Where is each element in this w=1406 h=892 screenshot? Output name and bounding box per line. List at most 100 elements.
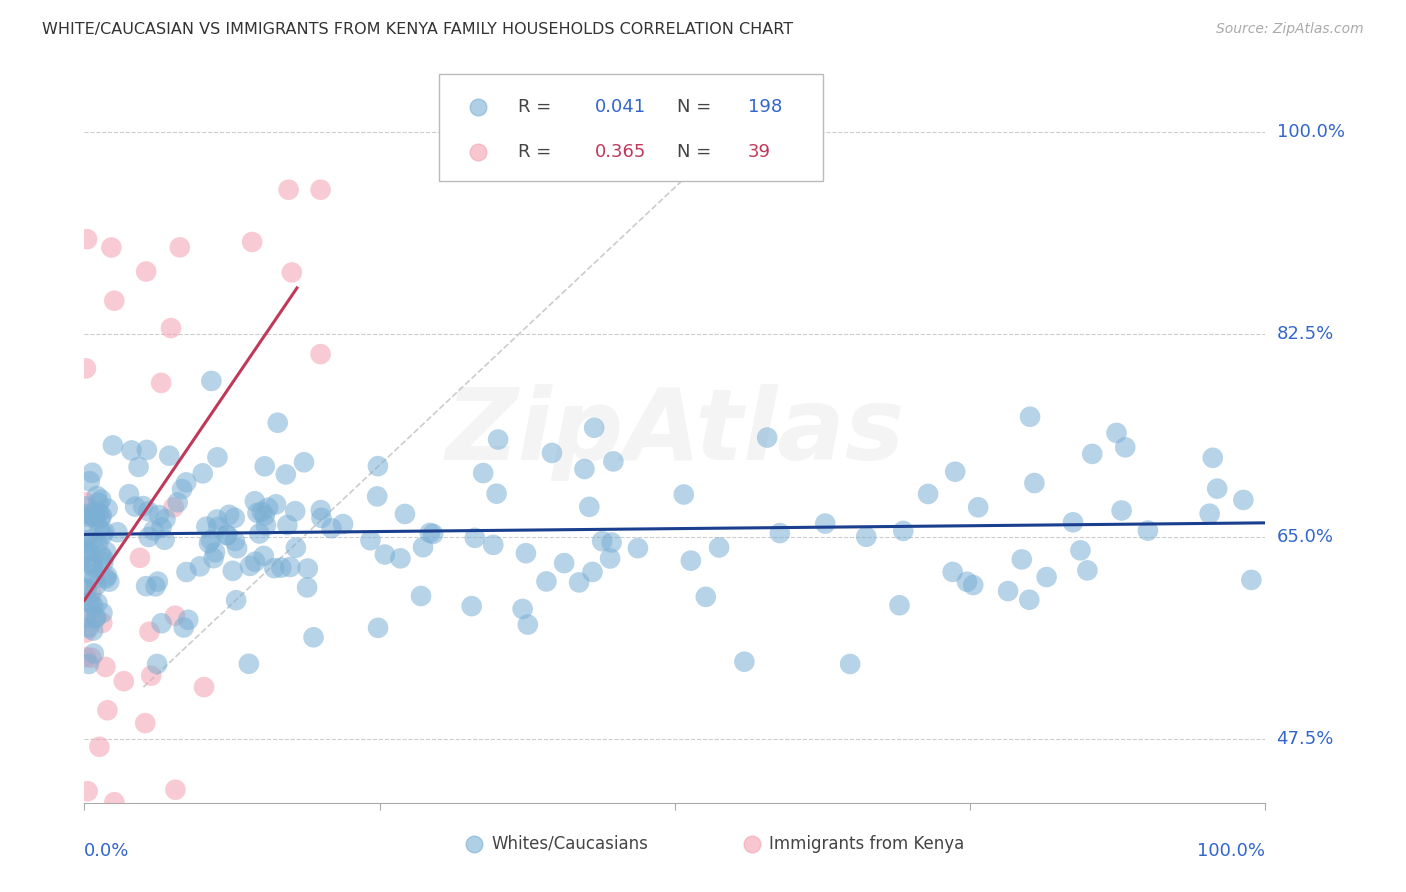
Point xyxy=(118,487,141,501)
Point xyxy=(389,551,412,566)
Point xyxy=(150,376,173,390)
Point xyxy=(75,625,97,640)
Point xyxy=(75,500,97,514)
Point xyxy=(135,264,157,278)
Point xyxy=(1076,563,1098,577)
Point xyxy=(155,512,177,526)
Point xyxy=(89,739,111,754)
Point xyxy=(239,558,262,573)
Point xyxy=(80,586,103,600)
Point xyxy=(246,506,269,520)
Point xyxy=(277,183,299,197)
Point xyxy=(581,565,603,579)
Point xyxy=(93,524,115,539)
Point xyxy=(94,660,117,674)
Point xyxy=(84,610,107,624)
Point xyxy=(153,533,176,547)
Point xyxy=(87,496,110,510)
Point xyxy=(166,495,188,509)
Text: 100.0%: 100.0% xyxy=(1277,123,1344,141)
Point xyxy=(278,560,301,574)
Point xyxy=(1111,503,1133,517)
Text: Source: ZipAtlas.com: Source: ZipAtlas.com xyxy=(1216,22,1364,37)
Point xyxy=(1018,592,1040,607)
Point xyxy=(419,525,441,540)
Point xyxy=(141,668,163,682)
Point xyxy=(202,551,225,566)
Point xyxy=(96,545,118,559)
Point xyxy=(222,564,245,578)
Point xyxy=(90,511,112,525)
Point xyxy=(1024,476,1046,491)
Point xyxy=(142,524,165,538)
Point xyxy=(163,608,186,623)
Point xyxy=(148,508,170,522)
Point xyxy=(1011,552,1033,566)
Point xyxy=(169,240,191,254)
Point xyxy=(541,446,564,460)
Point xyxy=(394,507,416,521)
Point xyxy=(75,515,97,529)
Point xyxy=(160,321,183,335)
Point xyxy=(1240,573,1263,587)
Point xyxy=(226,541,249,556)
Point xyxy=(855,530,877,544)
Point xyxy=(367,621,389,635)
Text: 100.0%: 100.0% xyxy=(1198,842,1265,860)
Point xyxy=(90,549,112,563)
Point xyxy=(578,500,600,514)
Point xyxy=(193,680,215,694)
Point xyxy=(274,467,297,482)
Point xyxy=(135,579,157,593)
Point xyxy=(101,438,124,452)
Point xyxy=(253,459,276,474)
Point xyxy=(83,647,105,661)
Point xyxy=(257,500,280,515)
Point xyxy=(627,541,650,556)
Point xyxy=(132,499,155,513)
Point xyxy=(94,571,117,585)
Text: N =: N = xyxy=(678,144,717,161)
Point xyxy=(75,611,97,625)
Point xyxy=(889,599,911,613)
Point xyxy=(145,579,167,593)
Text: R =: R = xyxy=(517,98,557,116)
Point xyxy=(243,555,266,569)
Point xyxy=(309,183,332,197)
Point xyxy=(583,421,606,435)
Point xyxy=(295,581,318,595)
Point xyxy=(75,607,97,621)
Point xyxy=(112,674,135,689)
Point xyxy=(1206,482,1229,496)
Point xyxy=(1136,524,1159,538)
Point xyxy=(76,582,98,596)
Point xyxy=(1069,543,1091,558)
Point xyxy=(91,615,114,630)
Point xyxy=(91,551,114,566)
Point xyxy=(512,602,534,616)
Point xyxy=(1035,570,1057,584)
Point xyxy=(82,557,104,571)
Point xyxy=(264,497,287,511)
Point xyxy=(240,235,263,249)
Point xyxy=(225,593,247,607)
Text: N =: N = xyxy=(678,98,717,116)
Point xyxy=(956,574,979,589)
Point xyxy=(292,455,315,469)
Point xyxy=(75,542,97,557)
Point xyxy=(733,655,755,669)
Point xyxy=(77,595,100,609)
Point xyxy=(891,524,914,538)
Point xyxy=(553,556,575,570)
Point xyxy=(302,630,325,644)
Point xyxy=(284,541,307,555)
Text: R =: R = xyxy=(517,144,557,161)
Point xyxy=(267,416,290,430)
Point xyxy=(157,877,180,891)
Point xyxy=(121,443,143,458)
Point xyxy=(917,487,939,501)
Point xyxy=(135,442,157,457)
Point xyxy=(464,531,486,545)
Point xyxy=(1062,516,1084,530)
Point xyxy=(215,528,238,542)
